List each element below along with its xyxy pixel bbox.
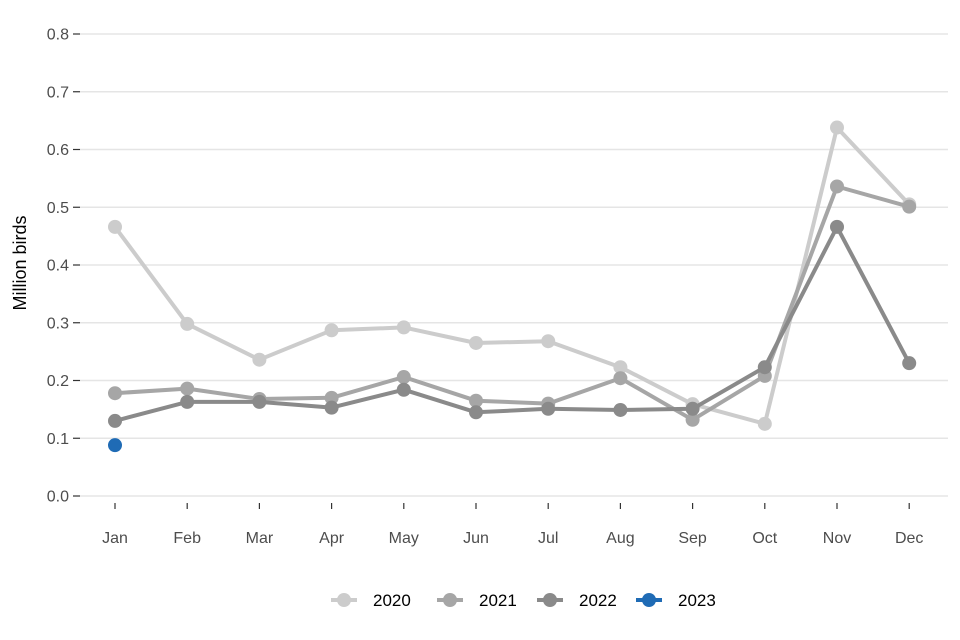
data-point xyxy=(541,334,556,349)
x-tick-label: Jun xyxy=(463,530,489,547)
y-axis-title: Million birds xyxy=(10,215,30,310)
data-point xyxy=(180,381,195,396)
data-point xyxy=(685,401,700,416)
y-tick-label: 0.7 xyxy=(47,84,69,101)
data-point xyxy=(902,199,917,214)
x-tick-label: Nov xyxy=(823,530,851,547)
y-axis: 0.0 0.1 0.2 0.3 0.4 0.5 0.6 0.7 0.8 xyxy=(47,27,80,506)
x-tick-label: Apr xyxy=(319,530,345,547)
data-point xyxy=(108,413,122,428)
data-point xyxy=(830,219,844,234)
series-2020 xyxy=(108,120,917,431)
data-point xyxy=(469,405,483,420)
legend-label: 2020 xyxy=(373,591,411,610)
legend-item-2022: 2022 xyxy=(537,591,617,610)
y-tick-label: 0.4 xyxy=(47,258,69,275)
x-tick-label: Feb xyxy=(173,530,201,547)
legend-label: 2022 xyxy=(579,591,617,610)
data-point xyxy=(613,371,628,386)
data-point xyxy=(830,120,844,135)
y-tick-label: 0.8 xyxy=(47,27,69,44)
legend-item-2021: 2021 xyxy=(437,591,517,610)
y-tick-label: 0.0 xyxy=(47,489,69,506)
x-tick-label: Aug xyxy=(606,530,634,547)
legend-marker xyxy=(443,593,457,607)
y-tick-label: 0.6 xyxy=(47,142,69,159)
data-point xyxy=(108,219,122,234)
data-point xyxy=(830,179,844,194)
data-point xyxy=(108,438,122,453)
x-tick-label: Sep xyxy=(678,530,707,547)
data-point xyxy=(324,323,339,338)
data-point xyxy=(324,390,339,405)
data-point xyxy=(108,386,122,401)
x-tick-label: Jan xyxy=(102,530,128,547)
data-point xyxy=(613,402,628,417)
x-axis: Jan Feb Mar Apr May Jun Jul Aug Sep Oct Nov Dec xyxy=(102,503,923,547)
legend-marker xyxy=(337,593,351,607)
series-line xyxy=(113,224,912,423)
data-point xyxy=(180,316,195,331)
data-point xyxy=(757,360,772,375)
data-point xyxy=(252,352,267,367)
x-tick-label: Mar xyxy=(246,530,274,547)
x-tick-label: Jul xyxy=(538,530,558,547)
x-tick-label: Oct xyxy=(752,530,777,547)
y-tick-label: 0.5 xyxy=(47,200,69,217)
legend-label: 2023 xyxy=(678,591,716,610)
legend-item-2020: 2020 xyxy=(331,591,411,610)
series-line xyxy=(113,125,912,426)
x-tick-label: Dec xyxy=(895,530,923,547)
y-tick-label: 0.2 xyxy=(47,373,69,390)
series-line xyxy=(113,184,912,422)
data-point xyxy=(396,382,411,397)
data-point xyxy=(324,400,339,415)
data-point xyxy=(252,394,267,409)
series-group xyxy=(108,120,917,453)
y-tick-label: 0.1 xyxy=(47,431,69,448)
legend-marker xyxy=(642,593,656,607)
data-point xyxy=(396,370,411,385)
legend-item-2023: 2023 xyxy=(636,591,716,610)
data-point xyxy=(180,394,195,409)
data-point xyxy=(469,335,483,350)
data-point xyxy=(541,401,556,416)
legend-label: 2021 xyxy=(479,591,517,610)
series-2023 xyxy=(108,438,122,453)
legend-marker xyxy=(543,593,557,607)
data-point xyxy=(757,416,772,431)
data-point xyxy=(902,356,917,371)
data-point xyxy=(685,412,700,427)
data-point xyxy=(469,393,483,408)
x-tick-label: May xyxy=(389,530,419,547)
data-point xyxy=(396,320,411,335)
legend: 2020 2021 2022 2023 xyxy=(331,591,716,610)
y-tick-label: 0.3 xyxy=(47,315,69,332)
gridlines xyxy=(80,33,948,497)
series-2022 xyxy=(108,219,917,428)
data-point xyxy=(613,360,628,375)
